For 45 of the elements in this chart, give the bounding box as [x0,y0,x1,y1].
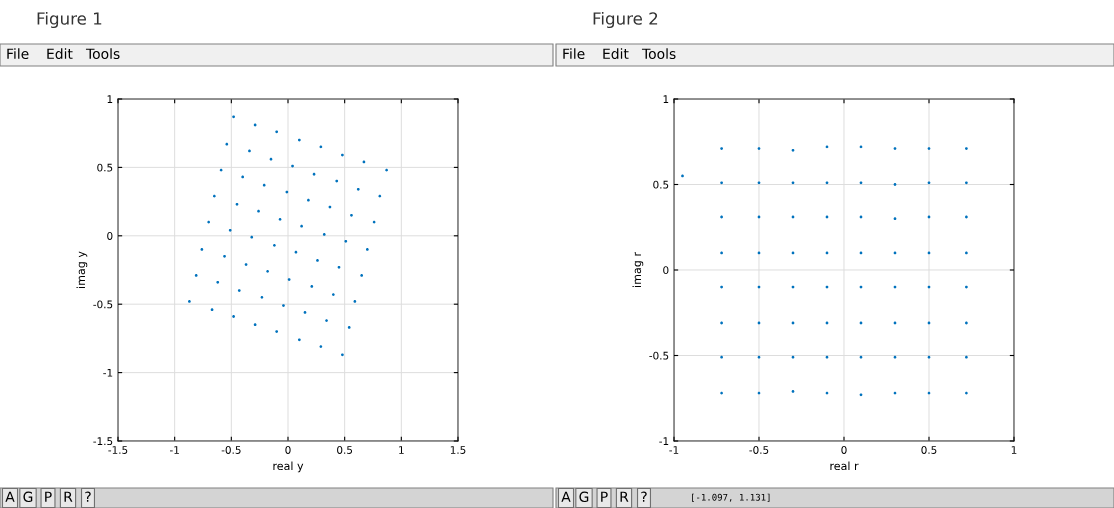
text: P [601,491,608,502]
y-tick-label: -1 [103,368,113,377]
y-tick-label: 0.5 [653,180,669,189]
y-tick-label: 0 [107,232,113,240]
x-tick-label: 1 [1011,446,1017,454]
text: Edit [603,48,629,60]
x-tick-label: 0.5 [921,446,937,454]
chart-title: Figure 2 [593,11,658,29]
chart-title: Figure 1 [37,11,102,29]
x-tick-label: 1.5 [450,446,466,454]
text: G [579,491,589,503]
text: A [561,491,571,502]
text: A [5,491,15,502]
x-tick-label: 0 [285,446,291,454]
y-tick-label: -0.5 [93,300,113,309]
text: G [23,491,33,503]
x-tick-label: -1 [169,446,179,454]
text: Edit [47,48,73,60]
x-tick-label: 1 [399,446,404,454]
text: P [45,491,52,502]
x-tick-label: -0.5 [749,446,769,454]
y-tick-label: -1 [659,437,669,445]
text: Tools [85,48,120,60]
x-tick-label: 0 [841,446,847,454]
x-tick-label: -0.5 [221,446,241,454]
text: ? [641,491,647,502]
x-axis-title: real r [830,461,859,471]
text: Tools [641,48,676,60]
y-tick-label: 0 [663,266,669,275]
text: [-1.097, 1.131] [692,493,770,502]
text: ? [85,491,91,502]
text: R [620,491,629,502]
text: R [64,491,73,502]
y-tick-label: 1 [107,95,113,103]
x-tick-label: -1 [669,446,679,454]
y-tick-label: 0.5 [97,163,113,172]
y-axis-title: imag y [76,251,88,288]
y-tick-label: -0.5 [649,351,669,360]
y-tick-label: 1 [663,95,669,103]
text: File [563,48,585,60]
x-axis-title: real y [273,461,304,473]
x-tick-label: 0.5 [337,446,353,454]
text: File [7,48,29,60]
y-axis-title: imag r [632,252,644,287]
y-tick-label: -1.5 [93,437,113,446]
